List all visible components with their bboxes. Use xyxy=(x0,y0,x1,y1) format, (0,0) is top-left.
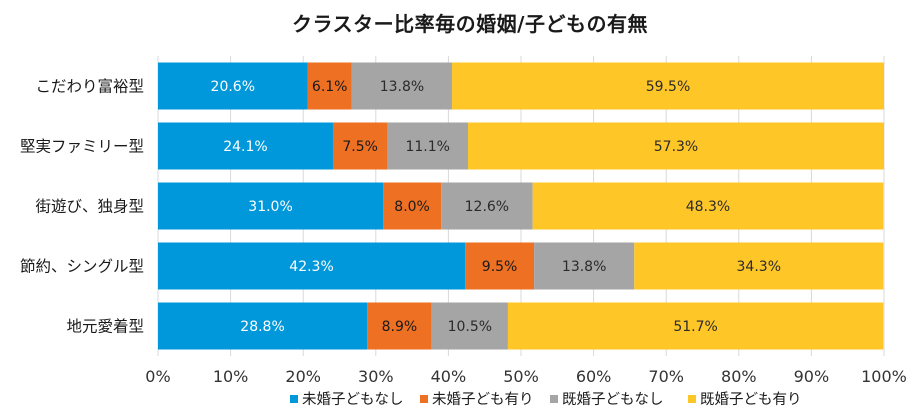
data-label: 48.3% xyxy=(686,199,730,215)
data-label: 12.6% xyxy=(465,199,509,215)
x-tick-label: 100% xyxy=(861,367,907,386)
data-label: 8.0% xyxy=(394,199,430,215)
x-tick-label: 80% xyxy=(721,367,757,386)
data-label: 42.3% xyxy=(289,259,333,275)
legend-swatch xyxy=(420,395,428,403)
bar-segment xyxy=(634,242,884,290)
bar-segment xyxy=(387,122,469,170)
data-label: 9.5% xyxy=(482,259,518,275)
legend-swatch xyxy=(550,395,558,403)
category-label: 街遊び、独身型 xyxy=(35,198,144,216)
data-label: 8.9% xyxy=(382,319,418,335)
bar-segment xyxy=(465,242,535,290)
legend-item: 既婚子ども有り xyxy=(700,391,802,408)
data-label: 20.6% xyxy=(211,79,255,95)
x-tick-label: 40% xyxy=(431,367,467,386)
x-tick-label: 10% xyxy=(213,367,249,386)
data-label: 11.1% xyxy=(405,139,449,155)
legend-swatch xyxy=(688,395,696,403)
data-label: 7.5% xyxy=(342,139,378,155)
category-label: 節約、シングル型 xyxy=(20,258,144,276)
data-label: 13.8% xyxy=(562,259,606,275)
bar-segment xyxy=(307,62,352,110)
bar-segment xyxy=(507,302,884,350)
x-tick-label: 30% xyxy=(358,367,394,386)
legend-swatch xyxy=(290,395,298,403)
category-label: こだわり富裕型 xyxy=(35,78,144,96)
x-tick-label: 60% xyxy=(576,367,612,386)
data-label: 13.8% xyxy=(380,79,424,95)
x-tick-label: 90% xyxy=(794,367,830,386)
bar-segment xyxy=(532,182,884,230)
bar-segment xyxy=(332,122,388,170)
category-label: 地元愛着型 xyxy=(66,318,144,336)
data-label: 28.8% xyxy=(240,319,284,335)
data-label: 51.7% xyxy=(673,319,717,335)
data-label: 24.1% xyxy=(223,139,267,155)
bar-segment xyxy=(383,182,442,230)
legend-item: 未婚子どもなし xyxy=(302,391,404,408)
data-label: 34.3% xyxy=(737,259,781,275)
bar-segment xyxy=(468,122,884,170)
bar-segment xyxy=(158,62,308,110)
legend-item: 未婚子ども有り xyxy=(432,391,534,408)
bar-segment xyxy=(452,62,884,110)
bar-segment xyxy=(158,302,368,350)
data-label: 59.5% xyxy=(646,79,690,95)
bar-segment xyxy=(441,182,533,230)
bar-segment xyxy=(158,182,384,230)
bar-segment xyxy=(431,302,508,350)
legend-item: 既婚子どもなし xyxy=(562,391,664,408)
x-tick-label: 0% xyxy=(145,367,170,386)
chart-title: クラスター比率毎の婚姻/子どもの有無 xyxy=(292,12,648,36)
data-label: 31.0% xyxy=(248,199,292,215)
bar-segment xyxy=(158,122,333,170)
bar-segment xyxy=(158,242,466,290)
data-label: 10.5% xyxy=(448,319,492,335)
category-label: 堅実ファミリー型 xyxy=(20,138,144,156)
data-label: 6.1% xyxy=(312,79,348,95)
bar-segment xyxy=(367,302,432,350)
x-tick-label: 20% xyxy=(285,367,321,386)
x-tick-label: 50% xyxy=(503,367,539,386)
data-label: 57.3% xyxy=(654,139,698,155)
bar-segment xyxy=(534,242,635,290)
bar-segment xyxy=(351,62,453,110)
x-tick-label: 70% xyxy=(648,367,684,386)
